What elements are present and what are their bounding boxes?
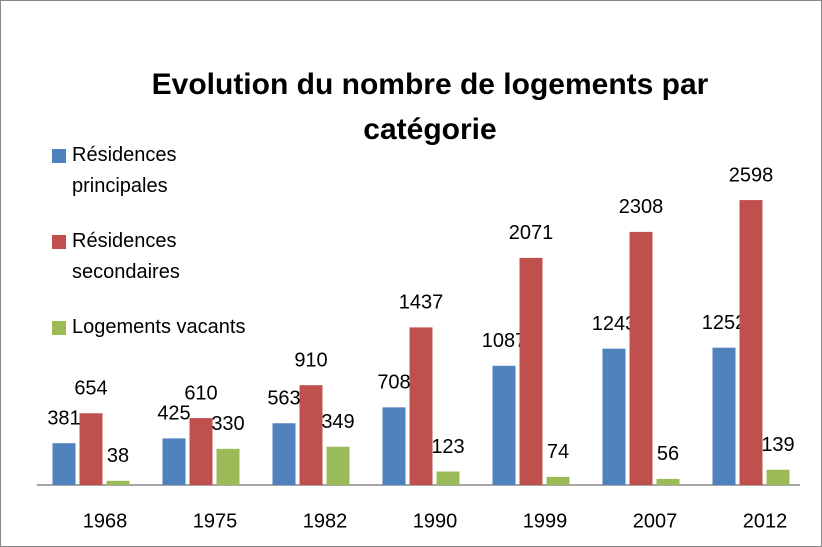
bar [106, 480, 130, 485]
data-label: 563 [267, 388, 300, 410]
data-label: 2308 [619, 196, 664, 218]
bar [656, 478, 680, 485]
data-label: 123 [431, 436, 464, 458]
bar [326, 446, 350, 485]
bar [79, 413, 103, 485]
data-label: 425 [157, 403, 190, 425]
data-label: 2071 [509, 222, 554, 244]
data-label: 139 [761, 434, 794, 456]
x-tick-label: 1990 [413, 510, 458, 532]
bar [189, 418, 213, 485]
legend-swatch [52, 321, 66, 335]
data-label: 38 [107, 445, 129, 467]
legend-item: Résidences secondaires [52, 226, 262, 288]
bar [299, 385, 323, 485]
legend-label: Logements vacants [72, 316, 246, 338]
data-label: 1243 [592, 313, 637, 335]
data-label: 349 [321, 411, 354, 433]
data-label: 330 [211, 413, 244, 435]
bar [492, 365, 516, 485]
data-label: 708 [377, 372, 410, 394]
x-tick-label: 1968 [83, 510, 128, 532]
data-label: 610 [184, 382, 217, 404]
bar [52, 443, 76, 485]
chart-title-line-2: catégorie [363, 113, 496, 146]
data-label: 1437 [399, 292, 444, 314]
x-tick-label: 1975 [193, 510, 238, 532]
bar [739, 200, 763, 485]
bar [519, 257, 543, 485]
data-label: 74 [547, 441, 569, 463]
legend-swatch [52, 149, 66, 163]
data-label: 56 [657, 443, 679, 465]
bar [382, 407, 406, 485]
bar [629, 231, 653, 485]
bar [546, 476, 570, 485]
bar [216, 448, 240, 485]
legend-item: Résidences principales [52, 140, 262, 202]
legend-label: Résidences secondaires [72, 230, 180, 283]
data-label: 654 [74, 378, 107, 400]
data-label: 381 [47, 407, 80, 429]
legend-swatch [52, 235, 66, 249]
data-label: 1087 [482, 330, 527, 352]
x-tick-label: 2012 [743, 510, 788, 532]
legend-item: Logements vacants [52, 312, 262, 343]
legend: Résidences principales Résidences seconda… [52, 140, 262, 367]
bar [272, 423, 296, 485]
bar [766, 469, 790, 485]
chart-title: Evolution du nombre de logements par [152, 68, 709, 101]
x-tick-label: 1999 [523, 510, 568, 532]
bar [162, 438, 186, 485]
data-label: 2598 [729, 164, 774, 186]
data-label: 1252 [702, 312, 747, 334]
x-tick-label: 1982 [303, 510, 348, 532]
data-label: 910 [294, 349, 327, 371]
x-tick-label: 2007 [633, 510, 678, 532]
bar [409, 327, 433, 485]
bar [712, 347, 736, 485]
bar [602, 348, 626, 485]
bar [436, 471, 460, 485]
legend-label: Résidences principales [72, 144, 177, 197]
